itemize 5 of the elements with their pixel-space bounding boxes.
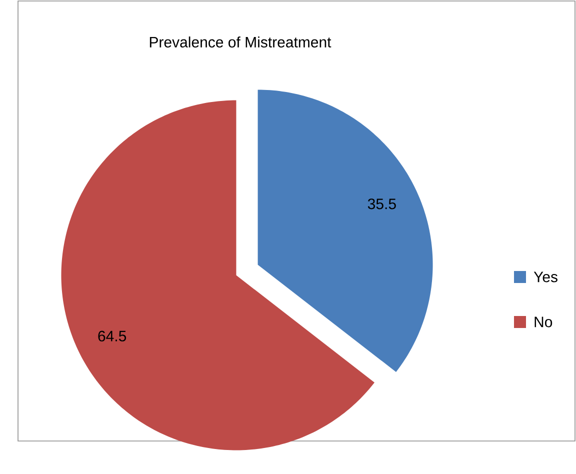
data-label: 64.5	[98, 330, 126, 342]
data-label: 35.5	[368, 198, 396, 210]
chart-title: Prevalence of Mistreatment	[150, 36, 332, 48]
legend-label: No	[534, 316, 552, 328]
legend-label: Yes	[534, 272, 558, 282]
